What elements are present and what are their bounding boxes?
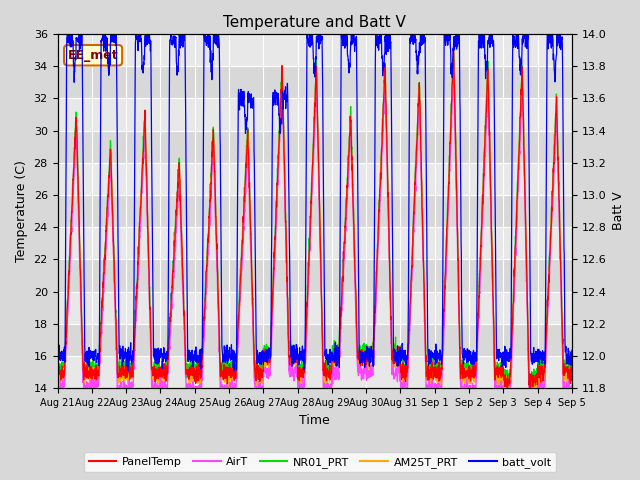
- Title: Temperature and Batt V: Temperature and Batt V: [223, 15, 406, 30]
- Bar: [58, 163, 572, 195]
- Bar: [58, 356, 572, 388]
- Bar: [58, 131, 572, 163]
- Bar: [58, 227, 572, 260]
- Legend: PanelTemp, AirT, NR01_PRT, AM25T_PRT, batt_volt: PanelTemp, AirT, NR01_PRT, AM25T_PRT, ba…: [84, 452, 556, 472]
- X-axis label: Time: Time: [300, 414, 330, 427]
- Bar: [58, 260, 572, 292]
- Bar: [58, 324, 572, 356]
- Bar: [58, 98, 572, 131]
- Bar: [58, 34, 572, 66]
- Bar: [58, 66, 572, 98]
- Text: EE_met: EE_met: [68, 49, 118, 62]
- Y-axis label: Batt V: Batt V: [612, 192, 625, 230]
- Y-axis label: Temperature (C): Temperature (C): [15, 160, 28, 262]
- Bar: [58, 292, 572, 324]
- Bar: [58, 195, 572, 227]
